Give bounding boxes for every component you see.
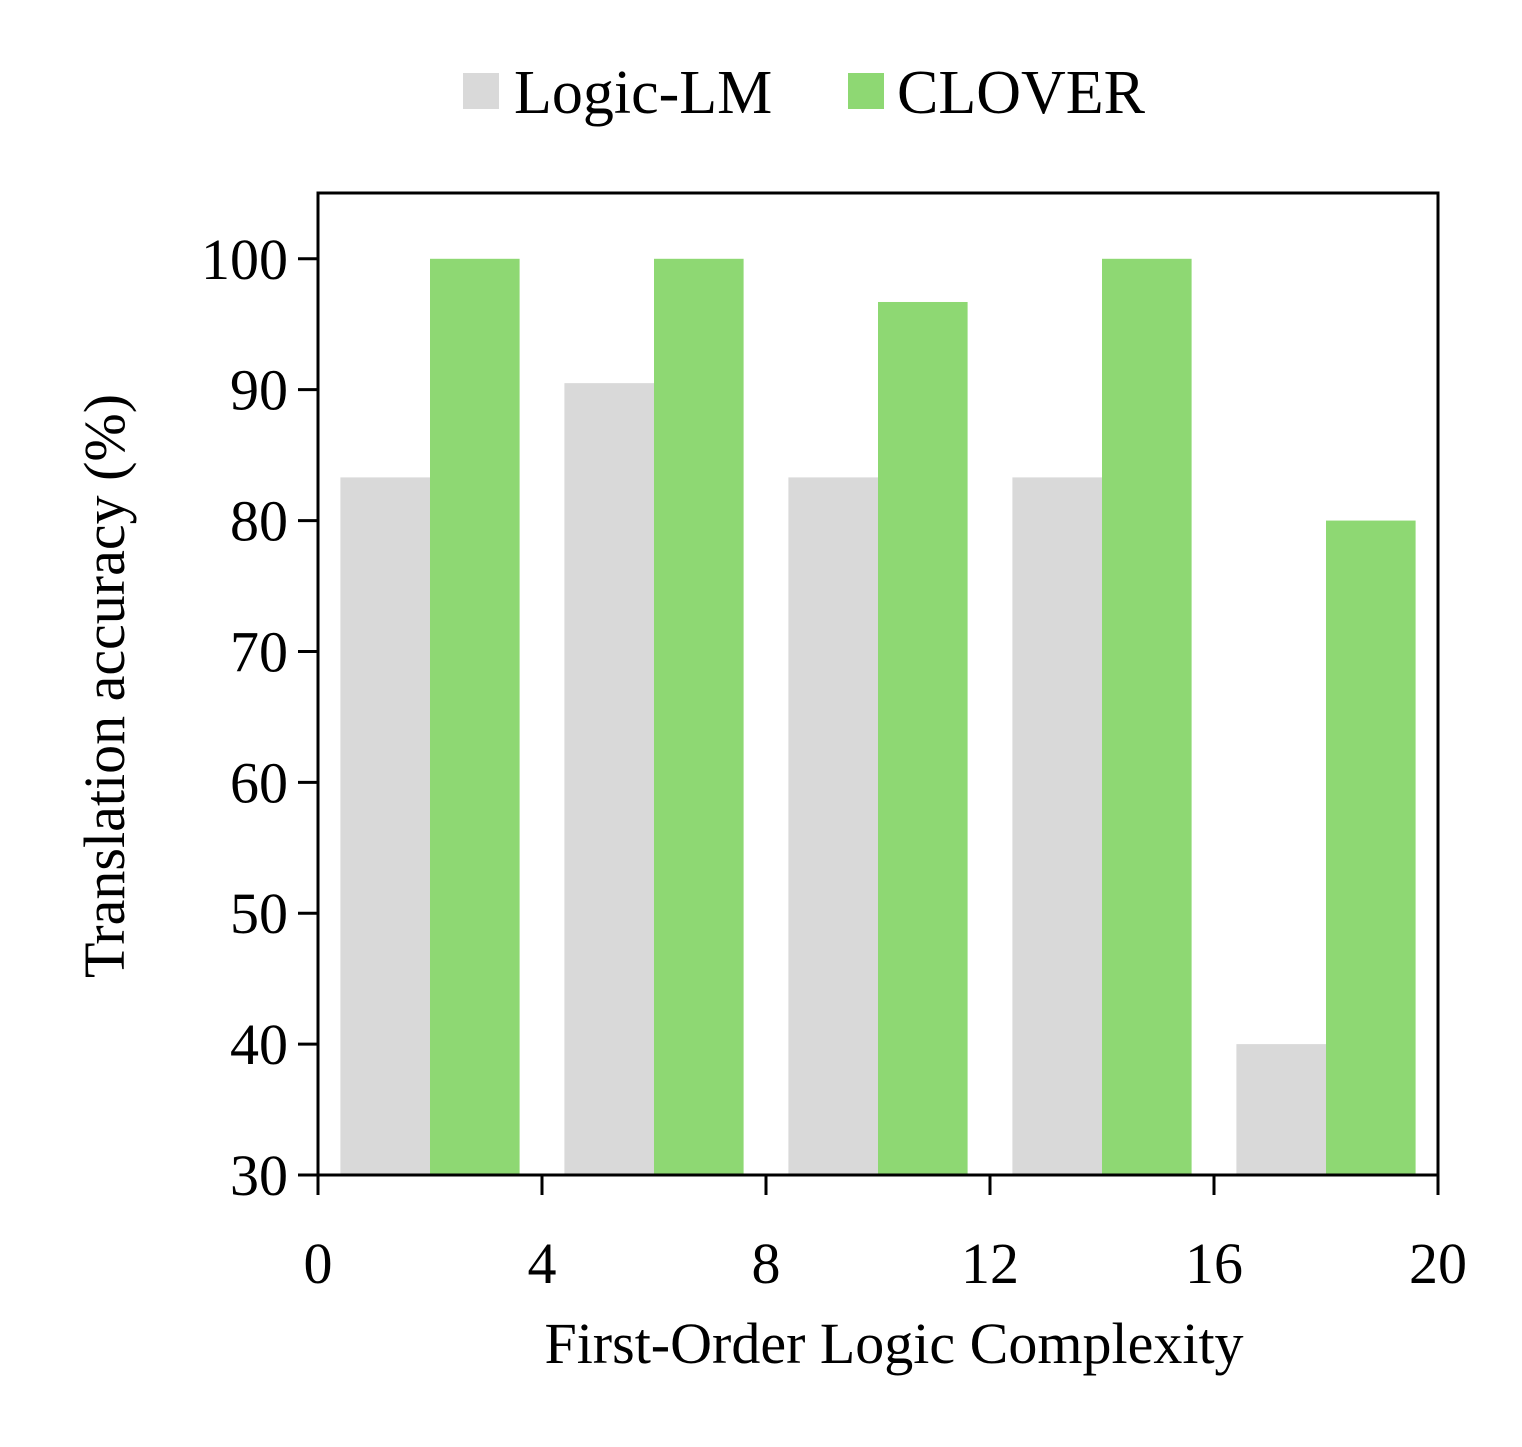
bar-clover-2 [878, 301, 968, 1175]
y-tick-label-80: 80 [230, 489, 288, 554]
legend: Logic-LM CLOVER [463, 59, 1146, 127]
x-tick-label-12: 12 [961, 1231, 1019, 1296]
x-tick-label-0: 0 [304, 1231, 333, 1296]
y-axis-title: Translation accuracy (%) [72, 394, 137, 978]
plot-frame [316, 191, 1440, 1177]
x-axis: 0 4 8 12 16 20 [304, 1175, 1467, 1296]
legend-swatch-clover [848, 73, 884, 109]
bar-clover-0 [430, 258, 520, 1175]
y-tick-label-70: 70 [230, 619, 288, 684]
y-tick-label-90: 90 [230, 358, 288, 423]
bar-clover-1 [654, 258, 744, 1175]
y-tick-label-100: 100 [201, 227, 288, 292]
y-axis: 30 40 50 60 70 80 90 100 [201, 227, 318, 1208]
x-tick-label-4: 4 [528, 1231, 557, 1296]
bars [340, 258, 1416, 1175]
x-tick-label-16: 16 [1185, 1231, 1243, 1296]
x-axis-title: First-Order Logic Complexity [544, 1311, 1243, 1376]
y-tick-label-60: 60 [230, 750, 288, 815]
bar-logic-lm-1 [564, 383, 654, 1175]
bar-logic-lm-2 [788, 477, 878, 1175]
bar-logic-lm-3 [1012, 477, 1102, 1175]
legend-swatch-logic-lm [463, 73, 499, 109]
y-tick-label-50: 50 [230, 881, 288, 946]
legend-label-logic-lm: Logic-LM [514, 59, 772, 127]
y-tick-label-30: 30 [230, 1143, 288, 1208]
y-tick-label-40: 40 [230, 1012, 288, 1077]
x-tick-label-20: 20 [1409, 1231, 1467, 1296]
bar-clover-4 [1326, 520, 1416, 1175]
bar-logic-lm-4 [1236, 1044, 1326, 1175]
bar-logic-lm-0 [340, 477, 430, 1175]
x-tick-label-8: 8 [752, 1231, 781, 1296]
bar-clover-3 [1102, 258, 1192, 1175]
legend-label-clover: CLOVER [897, 59, 1146, 127]
